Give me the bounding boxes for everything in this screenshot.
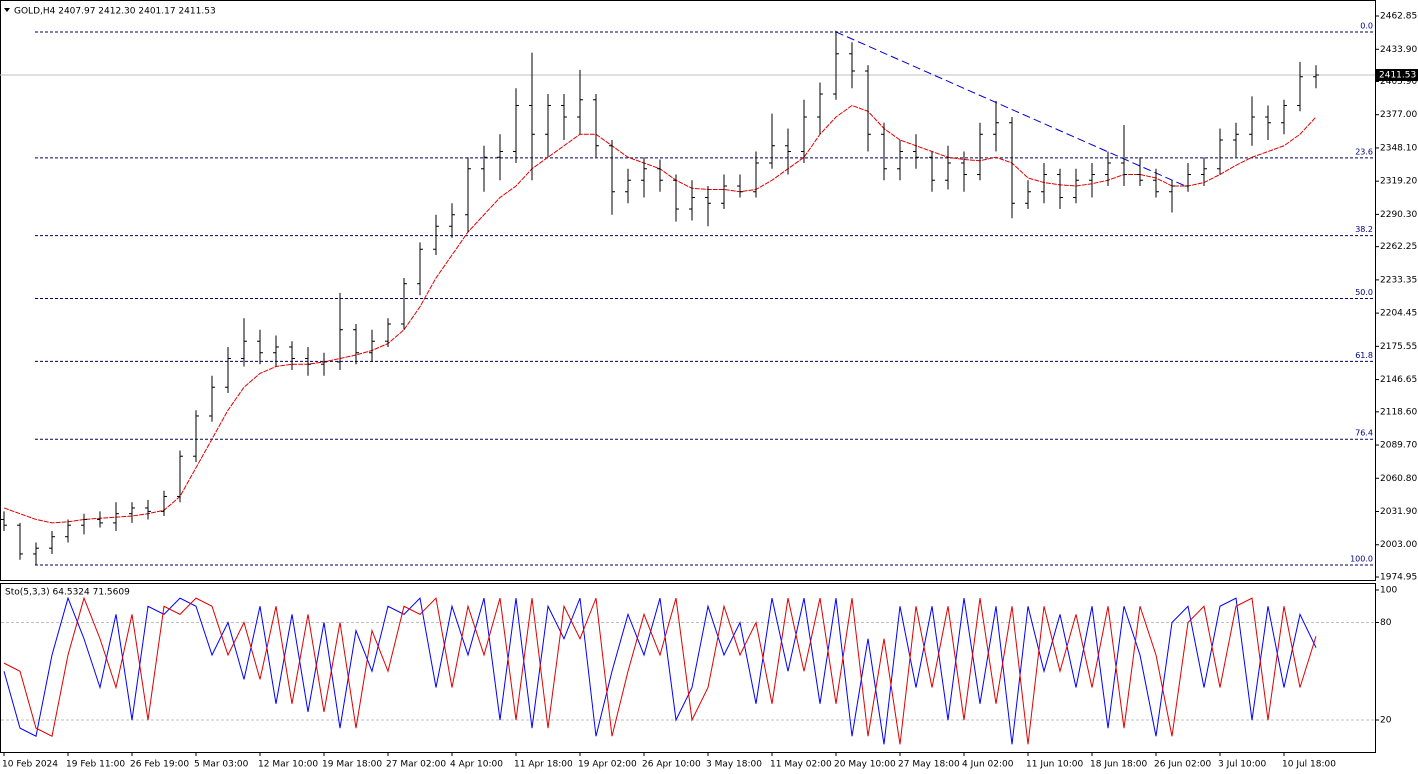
x-tick-label: 19 Feb 11:00 bbox=[66, 760, 125, 770]
fib-label: 61.8 bbox=[1355, 351, 1373, 360]
indicator-y-tick-label: 80 bbox=[1380, 618, 1392, 628]
x-tick-label: 19 Mar 18:00 bbox=[322, 760, 382, 770]
current-price-box bbox=[1376, 69, 1418, 82]
x-tick-label: 11 Jun 10:00 bbox=[1026, 760, 1083, 770]
x-tick-label: 3 Jul 10:00 bbox=[1218, 760, 1267, 770]
y-tick-label: 2146.65 bbox=[1380, 375, 1417, 385]
indicator-y-tick-label: 20 bbox=[1380, 716, 1392, 726]
x-tick-label: 5 Mar 03:00 bbox=[194, 760, 249, 770]
y-tick-label: 2262.25 bbox=[1380, 242, 1417, 252]
trendline bbox=[835, 31, 1189, 188]
x-tick-label: 11 May 02:00 bbox=[770, 760, 832, 770]
x-tick-label: 19 Apr 02:00 bbox=[578, 760, 637, 770]
y-tick-label: 2319.20 bbox=[1380, 177, 1417, 187]
x-tick-label: 4 Apr 10:00 bbox=[450, 760, 503, 770]
x-tick-label: 10 Feb 2024 bbox=[2, 760, 58, 770]
fib-label: 50.0 bbox=[1355, 288, 1373, 297]
fib-label: 100.0 bbox=[1350, 554, 1373, 563]
indicator-pane bbox=[0, 583, 1376, 753]
y-tick-label: 2348.10 bbox=[1380, 143, 1417, 153]
current-price-label: 2411.53 bbox=[1379, 71, 1416, 81]
x-tick-label: 26 Jun 02:00 bbox=[1154, 760, 1211, 770]
y-tick-label: 2089.70 bbox=[1380, 441, 1417, 451]
x-tick-label: 18 Jun 18:00 bbox=[1090, 760, 1147, 770]
y-tick-label: 2003.00 bbox=[1380, 540, 1417, 550]
x-tick-label: 11 Apr 18:00 bbox=[514, 760, 573, 770]
y-tick-label: 2405.90 bbox=[1380, 77, 1417, 87]
x-tick-label: 3 May 18:00 bbox=[706, 760, 762, 770]
y-tick-label: 2118.60 bbox=[1380, 407, 1417, 417]
indicator-y-tick-label: 100 bbox=[1380, 586, 1397, 596]
y-tick-label: 2204.45 bbox=[1380, 309, 1417, 319]
chart-title: GOLD,H4 2407.97 2412.30 2401.17 2411.53 bbox=[14, 7, 216, 17]
y-tick-label: 2175.55 bbox=[1380, 342, 1417, 352]
x-tick-label: 27 Mar 02:00 bbox=[386, 760, 446, 770]
x-tick-label: 10 Jul 18:00 bbox=[1282, 760, 1336, 770]
x-tick-label: 20 May 10:00 bbox=[834, 760, 896, 770]
stochastic-line bbox=[3, 596, 1317, 745]
y-tick-label: 2290.30 bbox=[1380, 210, 1417, 220]
x-tick-label: 27 May 18:00 bbox=[898, 760, 960, 770]
indicator-title: Sto(5,3,3) 64.5324 71.5609 bbox=[5, 588, 130, 598]
y-tick-label: 2433.90 bbox=[1380, 45, 1417, 55]
y-tick-label: 2031.90 bbox=[1380, 507, 1417, 517]
fib-label: 38.2 bbox=[1355, 225, 1373, 234]
y-tick-label: 2377.00 bbox=[1380, 110, 1417, 120]
y-tick-label: 2462.85 bbox=[1380, 12, 1417, 22]
y-tick-label: 1974.95 bbox=[1380, 573, 1417, 583]
y-tick-label: 2233.35 bbox=[1380, 275, 1417, 285]
y-tick-label: 2060.80 bbox=[1380, 474, 1417, 484]
fib-label: 0.0 bbox=[1360, 22, 1373, 31]
fib-label: 76.4 bbox=[1355, 429, 1373, 438]
fib-label: 23.6 bbox=[1355, 147, 1373, 156]
x-tick-label: 12 Mar 10:00 bbox=[258, 760, 318, 770]
x-tick-label: 26 Apr 10:00 bbox=[642, 760, 701, 770]
x-tick-label: 4 Jun 02:00 bbox=[962, 760, 1014, 770]
x-tick-label: 26 Feb 19:00 bbox=[130, 760, 189, 770]
main-pane bbox=[0, 0, 1376, 581]
menu-arrow bbox=[4, 8, 10, 12]
stochastic-line bbox=[3, 596, 1317, 745]
